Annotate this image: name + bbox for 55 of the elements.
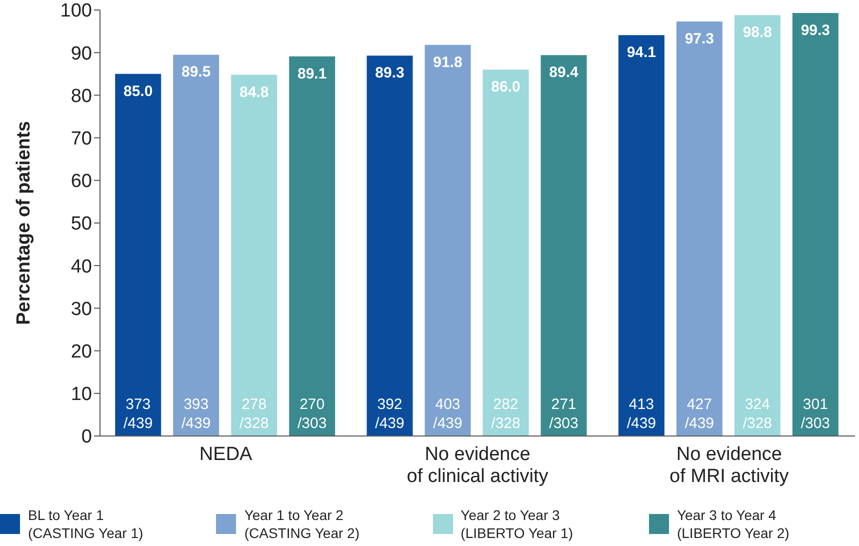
y-tick-label: 30 xyxy=(70,298,92,320)
y-tick-label: 70 xyxy=(70,128,92,150)
bar xyxy=(540,55,587,436)
bar xyxy=(792,12,838,436)
legend-label: Year 3 to Year 4 (LIBERTO Year 2) xyxy=(676,506,790,542)
bar xyxy=(618,35,664,436)
y-tick-label: 10 xyxy=(70,384,92,406)
bar xyxy=(173,54,220,436)
y-tick-label: 90 xyxy=(70,43,92,64)
data-label: 89.4 xyxy=(549,64,580,82)
legend-label: Year 2 to Year 3 (LIBERTO Year 1) xyxy=(460,506,573,542)
data-label: 89.1 xyxy=(298,65,327,82)
data-label: 89.5 xyxy=(182,64,211,81)
data-label: 94.1 xyxy=(626,44,656,62)
annotation: 324 /328 xyxy=(742,396,772,432)
bar xyxy=(482,70,529,436)
legend-label: Year 1 to Year 2 (CASTING Year 2) xyxy=(244,506,360,542)
data-label: 99.3 xyxy=(800,22,830,39)
bar xyxy=(676,22,722,436)
annotation: 393 /439 xyxy=(182,396,211,432)
annotation: 392 /439 xyxy=(375,396,404,432)
data-label: 97.3 xyxy=(684,30,714,48)
bar xyxy=(734,15,780,436)
annotation: 282 /328 xyxy=(491,396,520,432)
annotation: 278 /328 xyxy=(240,396,269,432)
legend-label: BL to Year 1 (CASTING Year 1) xyxy=(28,506,144,542)
annotation: 271 /303 xyxy=(549,396,578,432)
annotation: 270 /303 xyxy=(298,396,327,432)
data-label: 91.8 xyxy=(433,54,462,71)
annotation: 301 /303 xyxy=(800,396,830,432)
y-tick-label: 50 xyxy=(70,214,92,235)
annotation: 373 /439 xyxy=(124,396,153,432)
data-label: 85.0 xyxy=(124,82,153,100)
data-label: 89.3 xyxy=(375,64,404,82)
y-tick-label: 0 xyxy=(81,426,92,448)
x-tick-label: NEDA xyxy=(199,444,253,465)
y-tick-label: 40 xyxy=(70,256,92,278)
bar xyxy=(115,74,162,436)
x-tick-label: No evidence of MRI activity xyxy=(670,444,790,487)
bar xyxy=(366,56,413,436)
bar xyxy=(289,56,336,436)
bar xyxy=(424,44,471,436)
bar xyxy=(231,74,278,436)
annotation: 403 /439 xyxy=(433,396,462,432)
x-tick-label: No evidence of clinical activity xyxy=(406,444,549,487)
y-tick-label: 100 xyxy=(60,0,92,22)
annotation: 413 /439 xyxy=(626,396,656,432)
y-tick-label: 20 xyxy=(70,342,92,363)
y-axis-title: Percentage of patients xyxy=(14,121,35,325)
data-label: 86.0 xyxy=(491,78,520,96)
y-tick-label: 80 xyxy=(70,86,92,107)
data-label: 84.8 xyxy=(240,84,269,101)
y-tick-label: 60 xyxy=(70,171,92,192)
data-label: 98.8 xyxy=(742,24,772,42)
annotation: 427 /439 xyxy=(684,396,714,432)
